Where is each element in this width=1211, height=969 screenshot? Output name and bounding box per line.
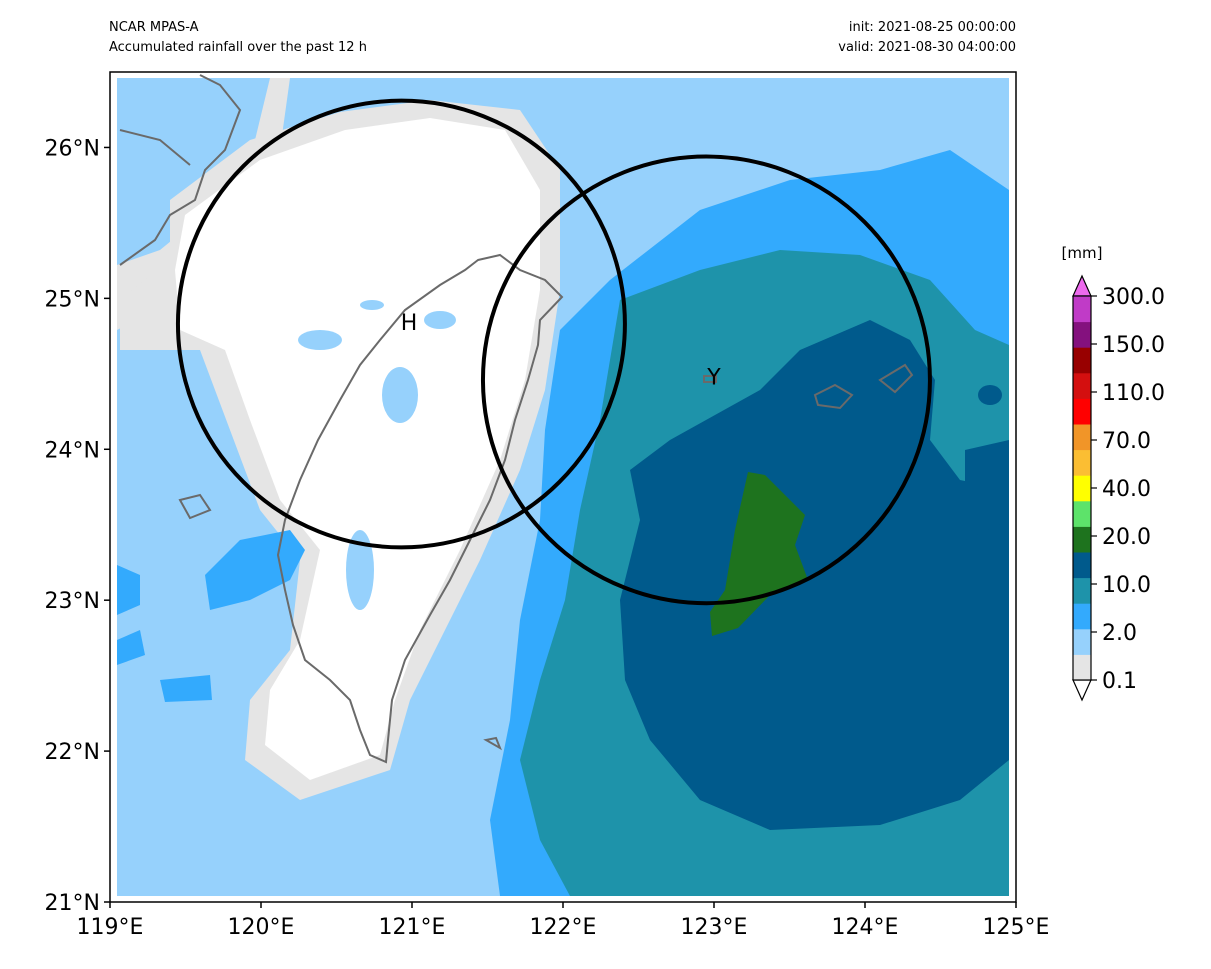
mainland-coastline <box>119 129 191 166</box>
x-tick-label: 119°E <box>77 915 144 940</box>
colorbar-swatch <box>1073 552 1091 579</box>
x-tick-label: 125°E <box>983 915 1050 940</box>
rain-band-dark-blue <box>965 440 1009 540</box>
valid-time: valid: 2021-08-30 04:00:00 <box>838 40 1016 55</box>
colorbar-swatch <box>1073 321 1091 348</box>
x-tick-label: 124°E <box>832 915 899 940</box>
colorbar-swatch <box>1073 398 1091 425</box>
y-tick-label: 24°N <box>45 438 100 463</box>
y-tick-label: 21°N <box>45 891 100 916</box>
colorbar-swatch <box>1073 603 1091 630</box>
model-name: NCAR MPAS-A <box>109 20 199 35</box>
colorbar-unit: [mm] <box>1062 244 1103 262</box>
rain-cell <box>424 311 456 329</box>
colorbar-tick-label: 20.0 <box>1102 525 1151 550</box>
colorbar-tick-label: 2.0 <box>1102 621 1137 646</box>
rain-band-blue <box>117 565 140 615</box>
range-circle <box>480 154 932 606</box>
colorbar-tick-label: 300.0 <box>1102 285 1165 310</box>
rain-cell <box>360 300 384 310</box>
y-tick-label: 25°N <box>45 287 100 312</box>
colorbar-swatch <box>1073 449 1091 476</box>
colorbar-tick-label: 40.0 <box>1102 477 1151 502</box>
coastlines <box>119 74 914 764</box>
x-tick-label: 120°E <box>228 915 295 940</box>
init-time: init: 2021-08-25 00:00:00 <box>848 20 1016 35</box>
colorbar-swatch <box>1073 628 1091 655</box>
colorbar-extend-min <box>1072 679 1092 702</box>
y-tick-label: 23°N <box>45 589 100 614</box>
colorbar-tick-label: 110.0 <box>1102 381 1165 406</box>
range-circle <box>175 98 627 550</box>
colorbar-swatch <box>1073 500 1091 527</box>
field-description: Accumulated rainfall over the past 12 h <box>109 40 367 55</box>
colorbar-tick-label: 0.1 <box>1102 669 1137 694</box>
islands <box>878 363 914 394</box>
colorbar-swatch <box>1073 577 1091 604</box>
colorbar-swatch <box>1073 526 1091 553</box>
rain-band-dry <box>175 118 540 780</box>
x-tick-label: 122°E <box>530 915 597 940</box>
colorbar-tick-label: 10.0 <box>1102 573 1151 598</box>
rain-band-light-blue <box>117 78 270 265</box>
colorbar-extend-max <box>1072 274 1092 297</box>
colorbar-swatch <box>1073 424 1091 451</box>
mainland-coastline <box>119 74 242 266</box>
islands <box>483 736 502 751</box>
colorbar-tick-label: 70.0 <box>1102 429 1151 454</box>
colorbar-swatch <box>1073 372 1091 399</box>
colorbar-swatch <box>1073 475 1091 502</box>
rain-band-blue <box>117 630 145 665</box>
rain-band-blue <box>160 675 212 702</box>
rain-cell <box>346 530 374 610</box>
colorbar-swatch <box>1073 296 1091 323</box>
rain-band-green <box>710 472 808 636</box>
colorbar-tick-label: 150.0 <box>1102 333 1165 358</box>
rainfall-field <box>117 78 1009 896</box>
rain-cell <box>978 385 1002 405</box>
taiwan-coastline <box>276 253 564 764</box>
title-block: NCAR MPAS-A Accumulated rainfall over th… <box>109 18 367 58</box>
time-block: init: 2021-08-25 00:00:00 valid: 2021-08… <box>838 18 1016 58</box>
overlay: HY <box>175 98 932 606</box>
islands <box>813 383 854 410</box>
colorbar: 0.1 2.0 10.0 20.0 40.0 70.0 110.0 150.0 300.0 [mm… <box>1062 244 1165 702</box>
map-frame <box>109 71 1017 903</box>
rain-cell <box>298 330 342 350</box>
islands <box>703 375 717 383</box>
y-tick-label: 26°N <box>45 136 100 161</box>
station-marker: Y <box>706 365 721 390</box>
rain-cell <box>382 367 418 423</box>
axes: 119°E 120°E 121°E 122°E 123°E 124°E 125°E 21°N 2… <box>45 136 1050 940</box>
station-marker: H <box>401 311 418 336</box>
colorbar-swatch <box>1073 654 1091 681</box>
x-tick-label: 121°E <box>379 915 446 940</box>
x-tick-label: 123°E <box>681 915 748 940</box>
colorbar-swatch <box>1073 347 1091 374</box>
y-tick-label: 22°N <box>45 740 100 765</box>
islands <box>178 493 212 520</box>
